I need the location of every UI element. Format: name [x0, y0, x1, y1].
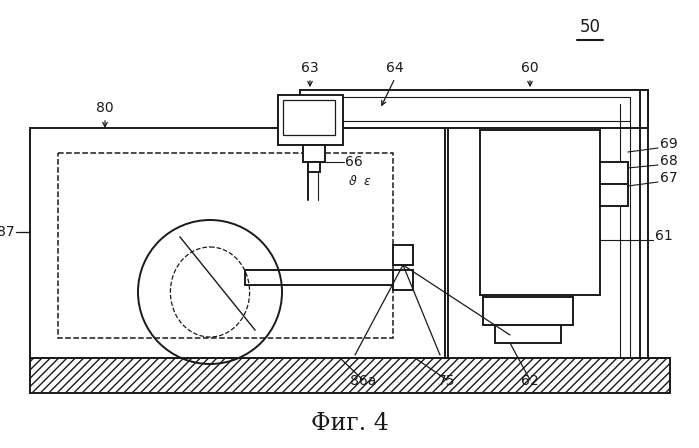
Bar — [393, 245, 413, 265]
Text: 86a: 86a — [350, 374, 376, 388]
Bar — [600, 184, 628, 206]
Text: 69: 69 — [660, 137, 678, 151]
Bar — [600, 162, 628, 184]
Bar — [393, 270, 413, 290]
Bar — [30, 128, 445, 358]
Bar — [448, 90, 648, 358]
Text: 67: 67 — [660, 171, 677, 185]
Text: 63: 63 — [301, 61, 319, 75]
Bar — [30, 358, 670, 393]
Bar — [303, 145, 325, 162]
Bar — [245, 270, 398, 285]
Bar — [495, 325, 561, 343]
Bar — [278, 95, 343, 145]
Bar — [480, 130, 600, 295]
Text: 62: 62 — [521, 374, 539, 388]
Text: 66: 66 — [345, 155, 363, 169]
Bar — [300, 90, 648, 128]
Text: 80: 80 — [96, 101, 114, 115]
Text: 68: 68 — [660, 154, 678, 168]
Text: $\vartheta$  $\epsilon$: $\vartheta$ $\epsilon$ — [348, 174, 372, 188]
Text: 64: 64 — [386, 61, 404, 75]
Bar — [58, 153, 393, 338]
Text: Фиг. 4: Фиг. 4 — [311, 412, 389, 435]
Bar — [483, 297, 573, 325]
Bar — [308, 162, 320, 172]
Text: 75: 75 — [438, 374, 456, 388]
Text: 87: 87 — [0, 225, 15, 239]
Text: 60: 60 — [521, 61, 539, 75]
Bar — [283, 100, 335, 135]
Text: 61: 61 — [655, 229, 672, 243]
Text: 50: 50 — [579, 18, 600, 36]
